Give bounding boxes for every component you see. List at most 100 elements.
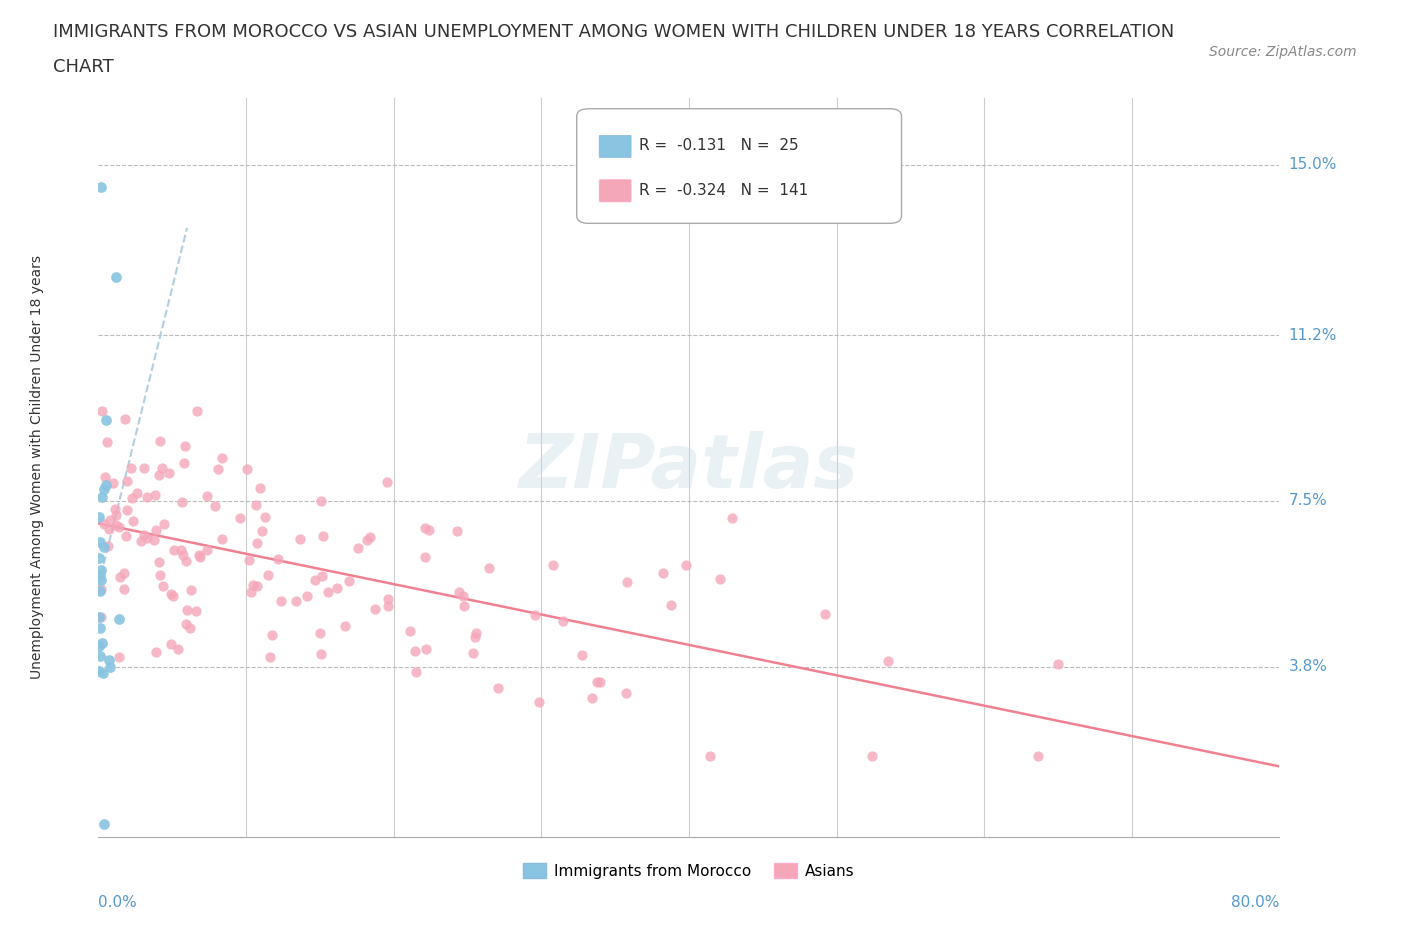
Point [129,534,152,549]
Point [586,674,609,689]
Point [270,594,292,609]
Point [170,495,193,510]
Point [134,461,156,476]
Point [93,817,115,831]
Point [149,568,172,583]
Point [94,478,117,493]
Point [652,565,675,580]
Point [114,529,136,544]
Point [242,578,264,592]
Point [101,475,124,490]
Point [405,664,427,679]
Legend: Immigrants from Morocco, Asians: Immigrants from Morocco, Asians [517,857,860,884]
Point [207,461,229,476]
Point [188,550,211,565]
Point [89,584,111,599]
Point [197,489,219,504]
Point [89,610,111,625]
Point [288,532,311,547]
Point [89,551,111,565]
Point [375,475,398,490]
Point [551,614,574,629]
Point [311,569,333,584]
Point [173,456,195,471]
FancyBboxPatch shape [599,179,631,202]
Point [162,589,184,604]
Point [89,663,111,678]
Point [312,529,335,544]
Point [174,554,197,569]
Point [356,532,378,547]
Point [120,461,142,476]
Point [486,681,509,696]
Point [91,666,114,681]
Point [581,690,603,705]
Point [377,598,399,613]
Point [453,598,475,613]
Point [415,642,437,657]
Point [174,617,197,631]
Text: 7.5%: 7.5% [1288,494,1327,509]
Text: 15.0%: 15.0% [1288,157,1337,172]
Point [90,582,112,597]
Point [326,581,349,596]
Point [309,647,332,662]
Point [93,517,115,532]
Point [571,647,593,662]
Text: R =  -0.131   N =  25: R = -0.131 N = 25 [640,139,799,153]
Point [478,561,501,576]
Point [211,450,233,465]
Point [149,433,172,448]
Point [347,541,370,556]
Point [96,434,118,449]
Text: CHART: CHART [53,58,114,75]
FancyBboxPatch shape [599,136,631,157]
Point [589,674,612,689]
Point [148,554,170,569]
Point [108,649,131,664]
Point [159,637,181,652]
Point [94,469,117,484]
Point [173,438,195,453]
Point [195,542,218,557]
Point [104,501,127,516]
Text: R =  -0.324   N =  141: R = -0.324 N = 141 [640,182,808,197]
Point [359,530,381,545]
Point [814,606,837,621]
Text: 11.2%: 11.2% [1288,327,1337,342]
Point [239,584,262,599]
Point [108,611,131,626]
Point [236,461,259,476]
Point [98,653,121,668]
Point [90,610,112,625]
Point [89,648,111,663]
Point [304,572,326,587]
Point [89,620,111,635]
Point [150,461,173,476]
Point [446,524,468,538]
Point [135,489,157,504]
Point [114,411,136,426]
Point [364,602,387,617]
Point [451,589,474,604]
Point [461,645,484,660]
Point [108,570,131,585]
Point [98,513,121,528]
Text: 0.0%: 0.0% [98,896,138,910]
Point [337,574,360,589]
Point [186,404,208,418]
Point [90,563,112,578]
Point [413,521,436,536]
Point [121,491,143,506]
Point [418,523,440,538]
Point [464,625,486,640]
Point [187,548,209,563]
Point [259,649,281,664]
Point [96,413,118,428]
Point [246,536,269,551]
Point [97,538,120,553]
Point [699,749,721,764]
Point [112,581,135,596]
Point [211,532,233,547]
Point [98,659,121,674]
